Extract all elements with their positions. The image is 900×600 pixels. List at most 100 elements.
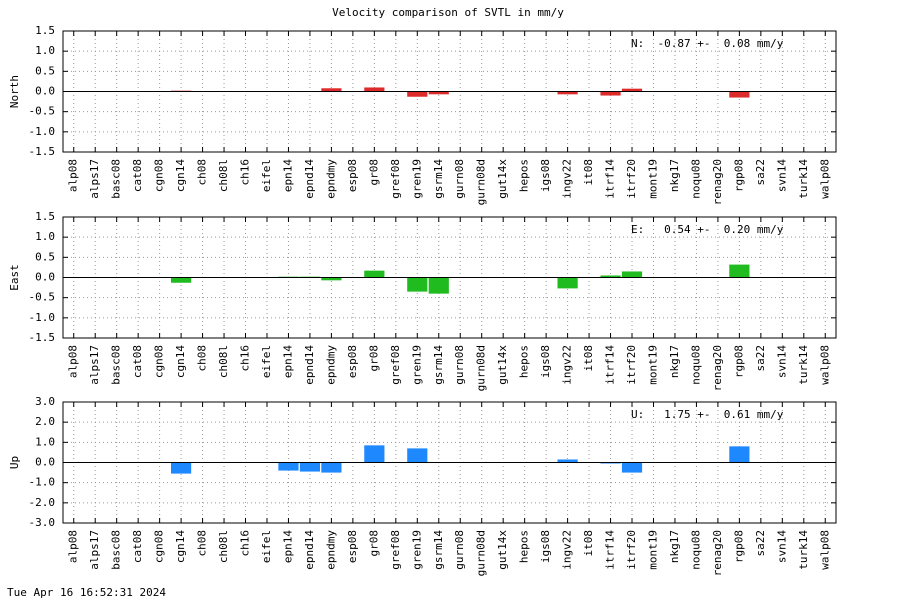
bar (621, 271, 643, 278)
x-tick-label: cgn14 (174, 530, 187, 563)
bar (364, 87, 385, 92)
x-tick-label: cgn08 (153, 159, 166, 192)
x-tick-label: rgp08 (732, 345, 745, 378)
x-tick-label: alps17 (88, 159, 101, 199)
x-tick-label: alp08 (67, 530, 80, 563)
x-tick-label: gut14x (496, 530, 509, 570)
y-tick-label: 1.0 (35, 435, 55, 448)
x-tick-label: ingv22 (561, 530, 574, 570)
x-tick-label: itrf20 (625, 345, 638, 385)
y-tick-label: -1.0 (29, 125, 56, 138)
y-tick-label: -1.0 (29, 311, 56, 324)
x-tick-label: alp08 (67, 159, 80, 192)
x-tick-label: noqu08 (689, 530, 702, 570)
x-tick-label: gref08 (389, 530, 402, 570)
x-tick-label: gref08 (389, 345, 402, 385)
bar (729, 446, 750, 463)
bar (407, 91, 428, 97)
bar (621, 462, 643, 473)
x-tick-label: gut14x (496, 159, 509, 199)
x-tick-label: hepos (518, 159, 531, 192)
bar (364, 270, 385, 278)
y-tick-label: 1.5 (35, 210, 55, 223)
x-tick-label: gref08 (389, 159, 402, 199)
y-tick-label: -3.0 (29, 516, 56, 529)
x-tick-label: ch08l (217, 345, 230, 378)
x-tick-label: ch08 (196, 530, 209, 557)
x-tick-label: epn14 (281, 530, 294, 563)
x-tick-label: gurn08d (475, 159, 488, 205)
x-tick-label: itrf14 (604, 159, 617, 199)
bar (321, 277, 342, 281)
x-tick-label: cgn14 (174, 345, 187, 378)
chart-title: Velocity comparison of SVTL in mm/y (332, 6, 564, 19)
x-tick-label: basc08 (110, 159, 123, 199)
plot-frame (62, 216, 837, 339)
x-tick-label: gr08 (367, 530, 380, 557)
x-tick-label: epndmy (324, 530, 337, 570)
y-tick-label: 1.0 (35, 44, 55, 57)
x-tick-label: basc08 (110, 345, 123, 385)
x-tick-label: ingv22 (561, 345, 574, 385)
plot-frame (62, 401, 837, 524)
x-tick-label: epnd14 (303, 345, 316, 385)
x-tick-label: gurn08 (453, 530, 466, 570)
x-tick-label: nkg17 (668, 159, 681, 192)
x-tick-label: cgn08 (153, 530, 166, 563)
x-tick-label: it08 (582, 159, 595, 186)
x-tick-label: sa22 (754, 530, 767, 557)
bar (364, 445, 385, 463)
x-tick-label: alp08 (67, 345, 80, 378)
x-tick-label: svn14 (775, 530, 788, 563)
bar (321, 88, 342, 92)
x-tick-label: gren19 (410, 159, 423, 199)
bar (557, 459, 578, 463)
x-tick-label: hepos (518, 530, 531, 563)
x-tick-label: gsrm14 (432, 345, 445, 385)
x-tick-label: it08 (582, 530, 595, 557)
y-tick-label: -0.5 (29, 291, 56, 304)
x-tick-label: ch08 (196, 345, 209, 372)
x-tick-label: rgp08 (732, 159, 745, 192)
y-tick-label: 3.0 (35, 395, 55, 408)
bar (171, 277, 192, 283)
x-tick-label: cgn08 (153, 345, 166, 378)
x-tick-label: ch08 (196, 159, 209, 186)
bar (299, 462, 321, 472)
x-tick-label: gsrm14 (432, 530, 445, 570)
y-axis-label: East (8, 264, 21, 291)
y-tick-label: 0.5 (35, 64, 55, 77)
x-tick-label: it08 (582, 345, 595, 372)
x-tick-label: gurn08d (475, 345, 488, 391)
x-tick-label: ch16 (239, 530, 252, 557)
x-tick-label: gr08 (367, 345, 380, 372)
annotation: N: -0.87 +- 0.08 mm/y (631, 37, 784, 50)
x-tick-label: noqu08 (689, 345, 702, 385)
x-tick-label: ch16 (239, 159, 252, 186)
x-tick-label: noqu08 (689, 159, 702, 199)
x-tick-label: esp08 (346, 159, 359, 192)
x-tick-label: walp08 (818, 530, 831, 570)
x-tick-label: svn14 (775, 345, 788, 378)
bar (557, 91, 578, 95)
x-tick-label: gsrm14 (432, 159, 445, 199)
x-tick-label: turk14 (797, 345, 810, 385)
x-tick-label: igs08 (539, 159, 552, 192)
x-tick-label: turk14 (797, 159, 810, 199)
x-tick-label: walp08 (818, 345, 831, 385)
bar (729, 91, 750, 98)
y-tick-label: -2.0 (29, 496, 56, 509)
y-tick-label: 1.0 (35, 230, 55, 243)
x-tick-label: basc08 (110, 530, 123, 570)
x-tick-label: gut14x (496, 345, 509, 385)
x-tick-label: ingv22 (561, 159, 574, 199)
y-tick-label: 2.0 (35, 415, 55, 428)
x-tick-label: cat08 (131, 530, 144, 563)
annotation: U: 1.75 +- 0.61 mm/y (631, 408, 784, 421)
x-tick-label: sa22 (754, 345, 767, 372)
x-tick-label: esp08 (346, 345, 359, 378)
y-tick-label: 0.5 (35, 250, 55, 263)
x-tick-label: epnd14 (303, 159, 316, 199)
x-tick-label: gren19 (410, 530, 423, 570)
